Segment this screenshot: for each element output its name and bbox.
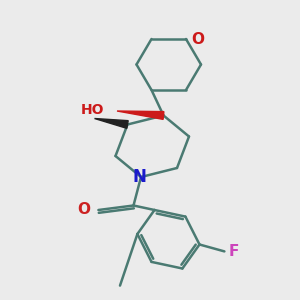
Text: F: F [229,244,239,259]
Text: HO: HO [81,103,104,116]
Text: N: N [133,168,146,186]
Polygon shape [94,118,128,128]
Text: O: O [191,32,204,46]
Text: O: O [77,202,90,217]
Polygon shape [117,111,164,119]
